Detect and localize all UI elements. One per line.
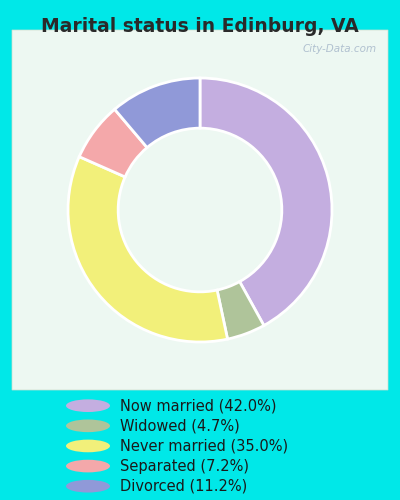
Circle shape: [66, 440, 110, 452]
Text: City-Data.com: City-Data.com: [302, 44, 377, 54]
Circle shape: [66, 420, 110, 432]
Text: Never married (35.0%): Never married (35.0%): [120, 438, 288, 454]
Text: Marital status in Edinburg, VA: Marital status in Edinburg, VA: [41, 18, 359, 36]
Wedge shape: [200, 78, 332, 326]
Circle shape: [66, 400, 110, 412]
Wedge shape: [68, 156, 228, 342]
Wedge shape: [217, 282, 264, 339]
Text: Widowed (4.7%): Widowed (4.7%): [120, 418, 240, 434]
Circle shape: [66, 480, 110, 492]
Text: Now married (42.0%): Now married (42.0%): [120, 398, 276, 413]
Circle shape: [66, 460, 110, 472]
Text: Separated (7.2%): Separated (7.2%): [120, 458, 249, 473]
Wedge shape: [79, 110, 147, 177]
FancyBboxPatch shape: [12, 30, 388, 390]
Text: Divorced (11.2%): Divorced (11.2%): [120, 478, 247, 494]
Wedge shape: [115, 78, 200, 148]
